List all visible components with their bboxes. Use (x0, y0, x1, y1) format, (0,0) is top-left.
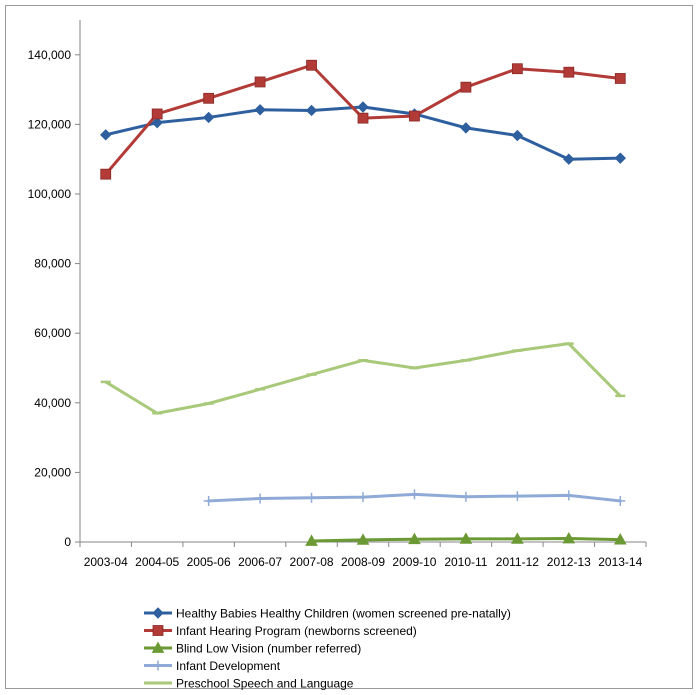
data-point (459, 532, 473, 544)
y-tick-label: 20,000 (34, 465, 71, 479)
y-tick-label: 140,000 (28, 48, 72, 62)
data-point (151, 116, 163, 129)
x-tick-label: 2003-04 (84, 555, 128, 569)
data-point (562, 531, 576, 544)
series-1 (100, 59, 626, 180)
legend-label: Healthy Babies Healthy Children (women s… (176, 607, 511, 621)
data-point (614, 152, 626, 164)
data-point (563, 490, 574, 501)
series-4 (100, 342, 626, 415)
data-point (460, 491, 471, 502)
data-point (305, 534, 318, 546)
data-point (153, 660, 163, 671)
data-point (152, 607, 164, 619)
data-point (409, 110, 420, 122)
y-tick-label: 60,000 (34, 326, 71, 340)
x-tick-label: 2011-12 (496, 555, 539, 569)
legend-label: Infant Hearing Program (newborns screene… (176, 624, 417, 638)
data-point (100, 168, 112, 180)
data-point (254, 104, 266, 116)
series-0 (100, 101, 626, 165)
y-tick-label: 80,000 (34, 257, 71, 271)
x-axis: 2003-04 2004-05 2005-06 2006-07 2007-08 2008-… (79, 541, 647, 569)
data-point (511, 63, 523, 75)
series-3 (203, 489, 626, 506)
data-point (202, 111, 215, 124)
data-point (511, 129, 524, 142)
x-tick-label: 2008-09 (341, 555, 385, 569)
data-point (203, 92, 215, 104)
data-point (152, 625, 164, 636)
data-point (614, 73, 626, 84)
series-2 (305, 531, 627, 546)
legend-item: Infant Development (144, 659, 281, 673)
legend-label: Blind Low Vision (number referred) (176, 642, 361, 656)
data-point (613, 533, 627, 545)
legend-item: Healthy Babies Healthy Children (women s… (144, 607, 511, 621)
data-point (203, 495, 214, 506)
legend: Healthy Babies Healthy Children (women s… (144, 607, 511, 691)
x-tick-label: 2012-13 (547, 555, 591, 569)
x-tick-label: 2005-06 (187, 555, 231, 569)
data-point (615, 495, 626, 506)
data-point (255, 493, 266, 504)
data-point (151, 108, 163, 120)
x-tick-label: 2013-14 (598, 555, 642, 569)
series-line (104, 342, 622, 415)
data-point (511, 532, 524, 544)
data-point (512, 491, 523, 502)
y-tick-label: 0 (64, 535, 71, 549)
y-tick-label: 40,000 (34, 396, 71, 410)
data-point (460, 122, 472, 134)
data-point (100, 129, 112, 141)
x-tick-label: 2004-05 (135, 555, 179, 569)
legend-item: Infant Hearing Program (newborns screene… (144, 624, 417, 638)
legend-item: Preschool Speech and Language (144, 677, 354, 691)
x-tick-label: 2006-07 (238, 555, 282, 569)
data-point (151, 641, 165, 653)
data-point (358, 492, 368, 503)
x-tick-label: 2009-10 (392, 555, 436, 569)
y-tick-label: 100,000 (28, 187, 72, 201)
legend-label: Preschool Speech and Language (176, 677, 354, 691)
legend-label: Infant Development (176, 659, 281, 673)
data-point (563, 153, 575, 165)
data-point (306, 492, 317, 503)
data-point (254, 76, 266, 88)
legend-item: Blind Low Vision (number referred) (144, 641, 361, 656)
y-tick-label: 120,000 (28, 117, 72, 131)
chart-frame (5, 5, 693, 689)
data-point (409, 489, 420, 500)
x-tick-label: 2010-11 (444, 555, 487, 569)
series-layer (100, 59, 627, 546)
data-point (563, 66, 575, 78)
data-point (306, 59, 317, 71)
data-point (460, 81, 472, 93)
data-point (357, 101, 369, 113)
data-point (357, 112, 369, 124)
data-point (356, 533, 370, 545)
y-axis: 0 20,000 40,000 60,000 80,000 100,000 120,000 1… (28, 20, 81, 549)
data-point (305, 104, 318, 117)
x-tick-label: 2007-08 (290, 555, 334, 569)
data-point (408, 532, 421, 545)
